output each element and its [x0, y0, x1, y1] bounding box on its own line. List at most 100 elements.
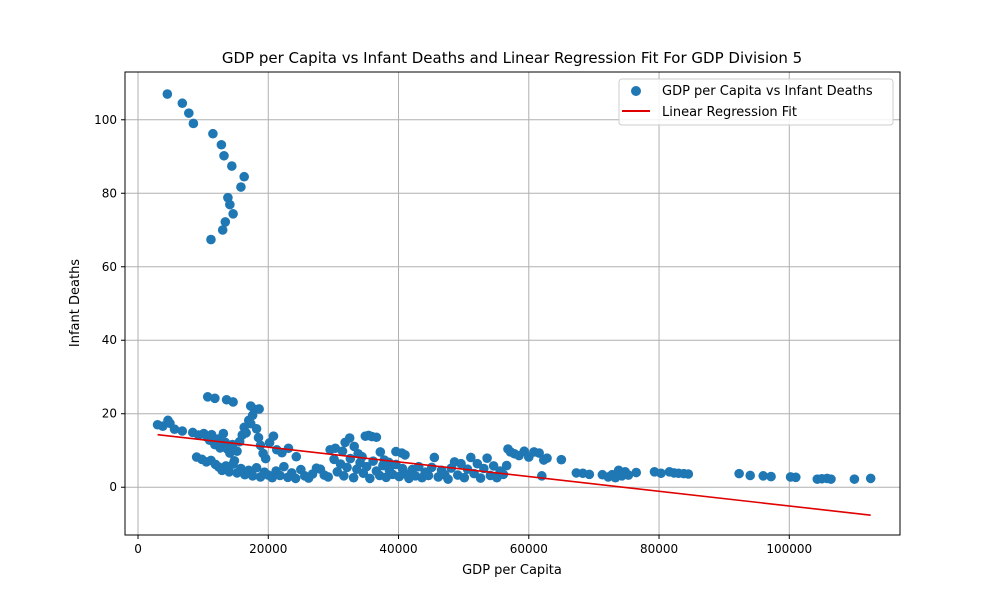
x-tick-label: 100000 [766, 542, 812, 556]
scatter-point [556, 454, 567, 465]
scatter-point [245, 401, 256, 411]
scatter-point [865, 473, 876, 484]
scatter-point [501, 460, 512, 471]
scatter-point [253, 432, 264, 443]
y-tick-label: 80 [102, 186, 117, 200]
scatter-point [228, 459, 238, 469]
scatter-point [216, 139, 227, 150]
scatter-point [745, 470, 756, 481]
regression-line [157, 433, 871, 516]
scatter-point [423, 470, 434, 481]
scatter-point [228, 209, 238, 219]
legend: GDP per Capita vs Infant Deaths Linear R… [618, 78, 894, 126]
chart-title: GDP per Capita vs Infant Deaths and Line… [222, 49, 802, 67]
scatter-point [488, 461, 499, 471]
scatter-point [220, 217, 231, 227]
scatter-point [337, 446, 348, 457]
scatter-point [290, 473, 301, 484]
scatter-point [361, 461, 372, 472]
legend-scatter-marker [631, 86, 641, 96]
scatter-point [790, 472, 801, 483]
scatter-point [177, 426, 188, 436]
scatter-point [656, 468, 666, 479]
x-tick-label: 20000 [249, 542, 287, 556]
scatter-point [849, 474, 860, 484]
y-tick-label: 100 [94, 113, 117, 127]
scatter-point [631, 467, 642, 478]
scatter-point [268, 431, 279, 441]
scatter-point [219, 150, 229, 161]
scatter-point [400, 450, 410, 460]
scatter-point [344, 433, 355, 443]
scatter-point [184, 108, 194, 118]
scatter-point [162, 89, 173, 99]
plot-frame [124, 71, 901, 536]
legend-entry-scatter: GDP per Capita vs Infant Deaths [662, 84, 873, 99]
scatter-point [225, 199, 235, 210]
scatter-point [291, 451, 302, 462]
scatter-point [623, 470, 634, 480]
y-axis-label: Infant Deaths [68, 259, 83, 347]
scatter-point [232, 446, 242, 457]
scatter-point [683, 469, 694, 479]
axis-ticks: 0 20000 40000 60000 80000 100000 0 20 40 60 80 100 [94, 113, 812, 556]
scatter-point [323, 472, 333, 482]
scatter-point [339, 471, 349, 481]
scatter-point [218, 428, 229, 439]
scatter-point [224, 466, 235, 477]
y-tick-label: 60 [102, 260, 117, 274]
scatter-point [429, 452, 440, 463]
scatter-point [208, 128, 218, 139]
scatter-point [734, 468, 744, 479]
x-tick-label: 60000 [510, 542, 548, 556]
scatter-point [251, 462, 262, 473]
x-tick-label: 80000 [640, 542, 678, 556]
scatter-point [365, 473, 375, 484]
grid-lines [125, 72, 900, 535]
scatter-point [254, 404, 264, 414]
legend-box [618, 78, 894, 126]
scatter-point [210, 393, 220, 404]
x-tick-label: 40000 [379, 542, 417, 556]
scatter-point [345, 453, 356, 464]
legend-entry-fit: Linear Regression Fit [662, 105, 797, 120]
scatter-point [426, 462, 437, 473]
scatter-point [342, 462, 352, 473]
y-tick-label: 40 [102, 333, 117, 347]
scatter-point [228, 397, 238, 407]
scatter-point [241, 428, 251, 438]
scatter-point [584, 469, 595, 480]
scatter-point [236, 182, 246, 192]
scatter-point [279, 461, 289, 472]
scatter-point [466, 452, 476, 463]
scatter-point [247, 471, 258, 481]
scatter-point [348, 472, 359, 483]
scatter-point [368, 456, 378, 466]
plot-marks [152, 89, 876, 516]
scatter-point [534, 448, 545, 458]
scatter-point [371, 432, 382, 443]
scatter-point [169, 424, 180, 434]
scatter-point [826, 474, 836, 484]
scatter-point [202, 392, 213, 402]
scatter-point [217, 225, 228, 235]
y-tick-label: 0 [109, 480, 117, 494]
scatter-point [542, 453, 552, 464]
scatter-point [459, 472, 470, 483]
scatter-point [239, 171, 249, 182]
scatter-point [443, 474, 453, 484]
scatter-point [251, 424, 262, 434]
scatter-point [188, 118, 199, 129]
scatter-point [482, 453, 492, 464]
scatter-point [260, 453, 271, 464]
scatter-point [758, 471, 769, 481]
y-tick-label: 20 [102, 407, 117, 421]
scatter-point [206, 234, 216, 245]
x-axis-label: GDP per Capita [462, 563, 562, 578]
scatter-point [227, 161, 237, 171]
scatter-point [283, 443, 294, 454]
scatter-point [375, 447, 386, 457]
scatter-point [456, 458, 466, 469]
x-tick-label: 0 [134, 542, 142, 556]
